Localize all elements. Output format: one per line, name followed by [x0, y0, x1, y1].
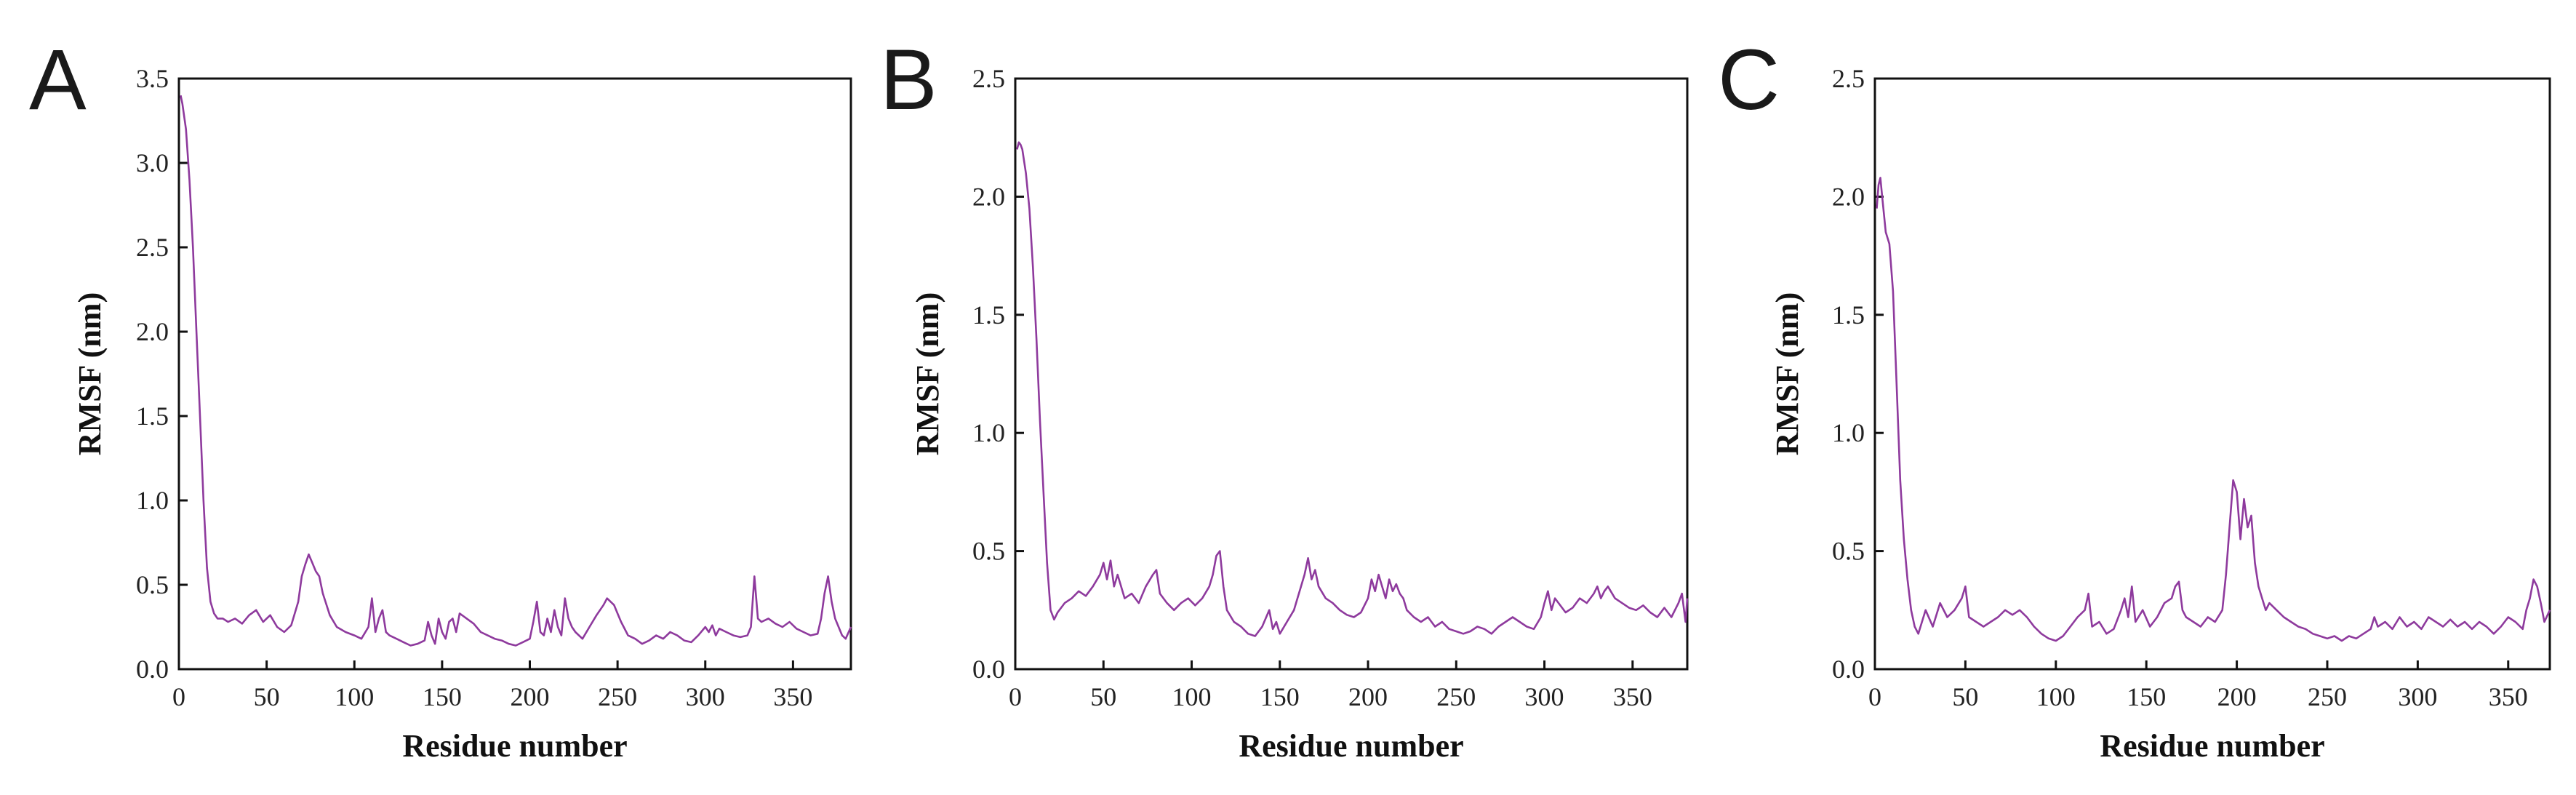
panel-c-y-tick-label: 2.0	[1832, 182, 1865, 211]
panel-a-x-tick-label: 300	[686, 682, 725, 711]
panel-b-x-axis-title: Residue number	[1239, 728, 1463, 764]
panel-a-y-tick-label: 2.5	[136, 233, 169, 262]
panel-b-x-ticks: 0 50 100 150 200 250 300 350	[1009, 660, 1652, 711]
panel-b: B 0.0 0.5 1.0 1.5 2.0 2.5 0 50 100 150 200 250 300 3…	[880, 32, 1689, 764]
panel-c-x-tick-label: 50	[1952, 682, 1978, 711]
panel-a-x-tick-label: 100	[335, 682, 374, 711]
panel-c-x-tick-label: 250	[2308, 682, 2347, 711]
panel-a-y-tick-label: 0.5	[136, 570, 169, 599]
panel-a-x-ticks: 0 50 100 150 200 250 300 350	[172, 660, 812, 711]
panel-c-rmsf-line	[1876, 177, 2551, 642]
panel-b-y-tick-label: 0.0	[972, 655, 1005, 684]
panel-a-y-tick-label: 2.0	[136, 317, 169, 346]
panel-c-y-tick-label: 1.5	[1832, 300, 1865, 329]
panel-b-letter: B	[880, 32, 937, 128]
panel-c-y-tick-label: 0.0	[1832, 655, 1865, 684]
panel-b-y-tick-label: 1.0	[972, 418, 1005, 447]
panel-a-y-tick-label: 0.0	[136, 655, 169, 684]
panel-c-x-ticks: 0 50 100 150 200 250 300 350	[1868, 660, 2528, 711]
panel-b-x-tick-label: 300	[1525, 682, 1564, 711]
panel-a: A 0.0 0.5 1.0 1.5 2.0 2.5 3.0 3.5 0 50 100 150 200 2…	[29, 32, 852, 764]
panel-a-y-tick-label: 3.5	[136, 64, 169, 93]
panel-b-x-tick-label: 50	[1090, 682, 1116, 711]
panel-a-rmsf-line	[180, 95, 852, 647]
panel-a-x-tick-label: 200	[511, 682, 550, 711]
panel-a-x-tick-label: 0	[172, 682, 185, 711]
panel-b-y-axis-title: RMSF (nm)	[910, 292, 945, 455]
panel-c-x-axis-title: Residue number	[2100, 728, 2324, 764]
panel-b-y-tick-label: 1.5	[972, 300, 1005, 329]
panel-b-y-ticks: 0.0 0.5 1.0 1.5 2.0 2.5	[972, 64, 1024, 684]
panel-c-x-tick-label: 300	[2398, 682, 2437, 711]
panel-c-x-tick-label: 350	[2489, 682, 2528, 711]
panel-b-x-tick-label: 100	[1172, 682, 1212, 711]
panel-c-x-tick-label: 0	[1868, 682, 1881, 711]
panel-a-y-ticks: 0.0 0.5 1.0 1.5 2.0 2.5 3.0 3.5	[136, 64, 188, 684]
panel-b-rmsf-line	[1016, 141, 1689, 637]
panel-c-y-tick-label: 2.5	[1832, 64, 1865, 93]
panel-c-letter: C	[1718, 32, 1780, 128]
panel-a-letter: A	[29, 32, 87, 128]
panel-b-x-tick-label: 250	[1436, 682, 1476, 711]
panel-c-x-tick-label: 100	[2036, 682, 2076, 711]
panel-c-y-tick-label: 1.0	[1832, 418, 1865, 447]
panel-a-x-axis-title: Residue number	[402, 728, 627, 764]
panel-c-x-tick-label: 200	[2217, 682, 2257, 711]
panel-a-y-tick-label: 1.5	[136, 402, 169, 431]
panel-a-y-tick-label: 1.0	[136, 486, 169, 515]
panel-b-x-tick-label: 0	[1009, 682, 1022, 711]
panel-c-y-ticks: 0.0 0.5 1.0 1.5 2.0 2.5	[1832, 64, 1884, 684]
panel-c: C 0.0 0.5 1.0 1.5 2.0 2.5 0 50 100 150 200 250 300 3…	[1718, 32, 2551, 764]
panel-c-x-tick-label: 150	[2127, 682, 2166, 711]
panel-a-x-tick-label: 50	[254, 682, 280, 711]
panel-b-x-tick-label: 350	[1613, 682, 1652, 711]
panel-b-x-tick-label: 150	[1260, 682, 1300, 711]
panel-b-plot-frame	[1014, 77, 1689, 671]
panel-a-y-tick-label: 3.0	[136, 148, 169, 177]
panel-c-plot-frame	[1873, 77, 2551, 671]
panel-b-y-tick-label: 2.0	[972, 182, 1005, 211]
panel-b-y-tick-label: 2.5	[972, 64, 1005, 93]
panel-c-y-tick-label: 0.5	[1832, 537, 1865, 566]
panel-a-x-tick-label: 150	[423, 682, 462, 711]
panel-b-y-tick-label: 0.5	[972, 537, 1005, 566]
panel-a-x-tick-label: 250	[598, 682, 637, 711]
panel-b-x-tick-label: 200	[1348, 682, 1388, 711]
panel-a-x-tick-label: 350	[773, 682, 812, 711]
panel-a-plot-frame	[177, 77, 852, 671]
panel-a-y-axis-title: RMSF (nm)	[72, 292, 108, 455]
panel-c-y-axis-title: RMSF (nm)	[1769, 292, 1805, 455]
